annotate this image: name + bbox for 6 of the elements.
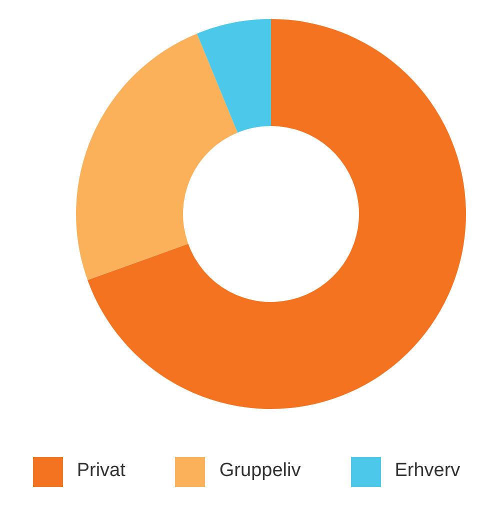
legend-label: Privat bbox=[76, 460, 126, 482]
donut-slice bbox=[196, 19, 271, 133]
legend-label: Gruppeliv bbox=[219, 460, 301, 482]
donut-slice bbox=[76, 34, 238, 280]
legend-label: Erhverv bbox=[394, 460, 460, 482]
donut-slice bbox=[88, 19, 466, 409]
